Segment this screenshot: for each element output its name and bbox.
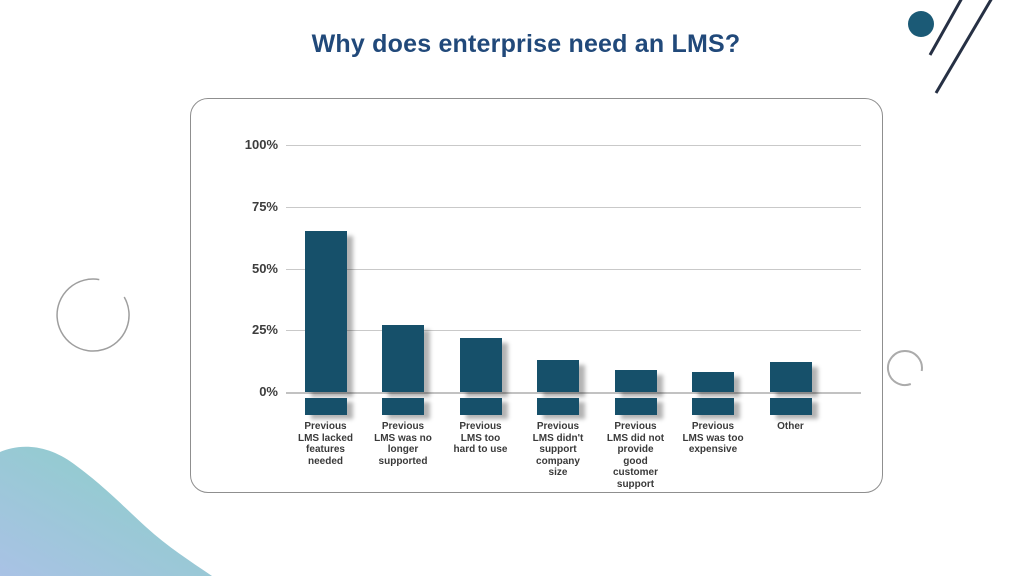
- category-label: Previous LMS did not provide good customer su…: [606, 421, 665, 490]
- category-label: Previous LMS didn't support company size: [532, 421, 584, 478]
- category-label: Other: [777, 421, 804, 432]
- y-tick-label: 75%: [251, 198, 278, 214]
- bar-base-block: [537, 398, 579, 415]
- plot-area: 100% 75% 50% 25% 0% Previous LMS lacked feature…: [191, 99, 882, 492]
- right-circle-outline: [887, 350, 923, 387]
- gridline: [286, 268, 861, 270]
- y-tick-label: 50%: [251, 260, 278, 276]
- bar-base-block: [692, 398, 734, 415]
- y-tick-label: 0%: [259, 384, 278, 400]
- bar-base-block: [382, 398, 424, 415]
- category-label: Previous LMS was too expensive: [682, 421, 744, 455]
- slide-title: Why does enterprise need an LMS?: [311, 30, 741, 58]
- category-label: Previous LMS was no longer supported: [374, 421, 432, 467]
- bottom-left-blob: [0, 446, 212, 576]
- left-circle-outline: [56, 278, 130, 352]
- bar: [382, 325, 424, 392]
- y-tick-label: 100%: [244, 137, 278, 153]
- category-label: Previous LMS too hard to use: [453, 421, 508, 455]
- gridline: [286, 145, 861, 146]
- bar-base-block: [769, 398, 812, 415]
- bar: [537, 359, 579, 392]
- chart-card: 100% 75% 50% 25% 0% Previous LMS lacked feature…: [190, 98, 883, 493]
- bar-base-block: [459, 398, 502, 415]
- bar: [459, 337, 502, 392]
- gridline: [286, 330, 861, 332]
- bar: [692, 372, 734, 392]
- bar: [769, 362, 812, 392]
- category-label: Previous LMS lacked features needed: [297, 421, 354, 467]
- bar: [304, 231, 347, 392]
- gridline: [286, 206, 861, 208]
- y-tick-label: 25%: [251, 322, 278, 338]
- bar-base-block: [614, 398, 657, 415]
- gridline: [286, 392, 861, 394]
- bar: [614, 369, 657, 392]
- bar-base-block: [304, 398, 347, 415]
